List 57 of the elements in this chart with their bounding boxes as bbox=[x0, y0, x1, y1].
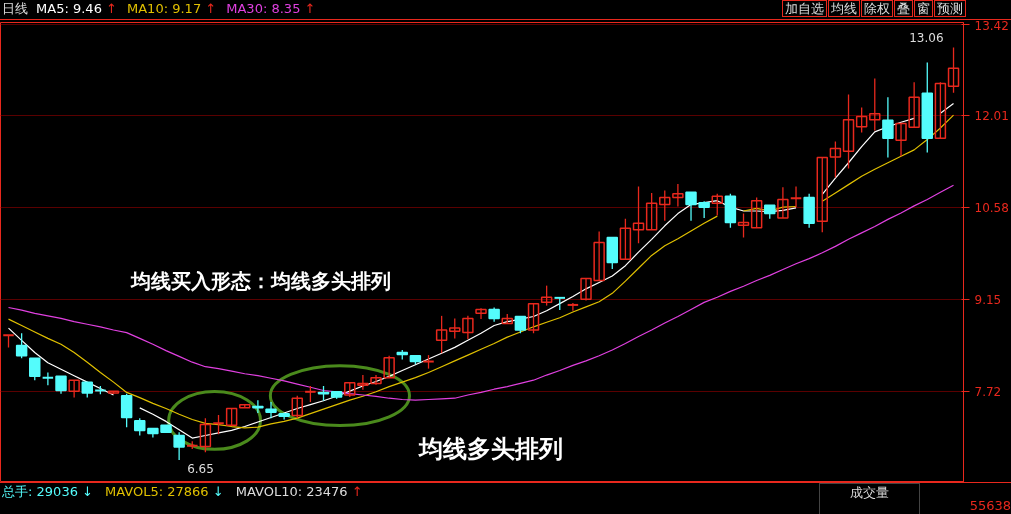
text: 成交量 bbox=[818, 483, 920, 514]
candlestick bbox=[816, 156, 829, 233]
candlestick bbox=[173, 431, 185, 461]
text: 均线 bbox=[828, 0, 860, 18]
candlestick bbox=[645, 192, 658, 231]
text: 窗 bbox=[914, 0, 933, 18]
text: 预测 bbox=[934, 0, 966, 18]
candlestick bbox=[566, 302, 580, 312]
candlestick bbox=[632, 185, 645, 244]
text: 除权 bbox=[861, 0, 893, 18]
y-tick-label: 13.42 bbox=[974, 18, 1009, 33]
candlestick bbox=[737, 212, 750, 239]
candlestick bbox=[475, 307, 487, 320]
text: 总手: 29036 ↓ bbox=[2, 484, 93, 499]
y-tick-label: 9.15 bbox=[974, 292, 1002, 307]
candlestick bbox=[869, 77, 881, 132]
candlestick bbox=[789, 185, 803, 208]
annotation: 13.06 bbox=[909, 30, 944, 45]
candlestick bbox=[842, 93, 855, 170]
candlestick bbox=[212, 414, 225, 435]
candlestick bbox=[855, 106, 868, 134]
annotation: 均线多头排列 bbox=[416, 434, 563, 463]
candlestick bbox=[68, 379, 80, 399]
candlestick bbox=[252, 399, 264, 414]
y-tick-label: 12.01 bbox=[974, 108, 1009, 123]
text: MA30: 8.35 ↑ bbox=[226, 1, 316, 17]
text: 叠 bbox=[894, 0, 913, 18]
candlestick bbox=[291, 395, 303, 419]
candlestick bbox=[934, 81, 947, 140]
candlestick bbox=[120, 393, 133, 428]
candlestick bbox=[265, 401, 277, 419]
text: MAVOL10: 23476 ↑ bbox=[235, 484, 363, 499]
candlestick bbox=[882, 96, 894, 159]
annotation: 均线买入形态：均线多头排列 bbox=[129, 268, 391, 293]
y-tick-label: 7.72 bbox=[974, 384, 1002, 399]
candlestick bbox=[711, 192, 724, 217]
candlestick bbox=[15, 332, 28, 359]
candlestick bbox=[29, 357, 41, 381]
line-series bbox=[7, 184, 955, 401]
candlestick bbox=[777, 186, 789, 219]
text: MAVOL5: 27866 ↓ bbox=[104, 484, 224, 499]
candlestick bbox=[41, 371, 55, 386]
candlestick bbox=[540, 284, 553, 307]
text: 日线 bbox=[2, 1, 28, 17]
y-tick-label: 10.58 bbox=[974, 200, 1009, 215]
candlestick bbox=[527, 302, 540, 334]
annotation: 6.65 bbox=[187, 461, 214, 476]
candlestick bbox=[435, 315, 448, 354]
text: 55638 bbox=[969, 497, 1011, 514]
candlestick bbox=[619, 218, 632, 261]
text: 加自选 bbox=[782, 0, 827, 18]
text: MA10: 9.17 ↑ bbox=[126, 1, 217, 17]
candlestick bbox=[829, 140, 842, 179]
candlestick bbox=[199, 417, 212, 453]
candlestick bbox=[947, 46, 960, 94]
text: MA5: 9.46 ↑ bbox=[36, 1, 117, 17]
candlestick bbox=[750, 196, 763, 229]
